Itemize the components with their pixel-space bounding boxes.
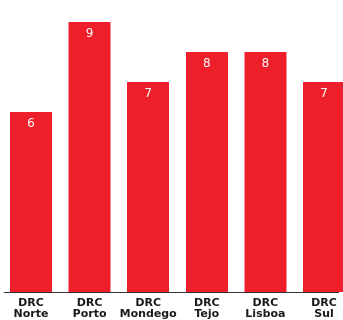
bar-0 xyxy=(10,112,52,292)
value-labels-group: 6 9 7 8 8 7 xyxy=(27,26,328,130)
bar-5 xyxy=(303,82,343,292)
category-label-1: DRC Porto xyxy=(73,296,107,320)
category-label-5: DRC Sul xyxy=(311,296,337,320)
bars-group xyxy=(10,22,343,292)
category-label-line-2-1: Mondego xyxy=(120,307,178,320)
bar-1 xyxy=(68,22,111,292)
category-label-line-1-1: Porto xyxy=(73,307,107,320)
bar-value-label-1: 9 xyxy=(86,26,94,40)
bar-value-label-2: 7 xyxy=(144,86,152,100)
category-label-line-5-1: Sul xyxy=(314,307,334,320)
category-label-line-5-0: DRC xyxy=(311,296,337,309)
bar-3 xyxy=(185,52,228,292)
category-label-2: DRC Mondego xyxy=(120,296,178,320)
category-label-line-1-0: DRC xyxy=(77,296,103,309)
bar-value-label-4: 8 xyxy=(262,56,270,70)
category-label-line-4-1: Lisboa xyxy=(245,307,285,320)
bar-value-label-3: 8 xyxy=(203,56,211,70)
category-label-line-0-0: DRC xyxy=(18,296,44,309)
category-label-line-4-0: DRC xyxy=(253,296,279,309)
category-label-3: DRC Tejo xyxy=(194,296,220,320)
category-label-4: DRC Lisboa xyxy=(245,296,285,320)
category-label-line-2-0: DRC xyxy=(135,296,161,309)
category-label-line-3-0: DRC xyxy=(194,296,220,309)
bar-2 xyxy=(127,82,170,292)
category-label-0: DRC Norte xyxy=(14,296,49,320)
category-label-line-0-1: Norte xyxy=(14,307,49,320)
bar-value-label-5: 7 xyxy=(320,86,328,100)
bar-4 xyxy=(244,52,287,292)
category-label-line-3-1: Tejo xyxy=(194,307,219,320)
bar-value-label-0: 6 xyxy=(27,116,35,130)
